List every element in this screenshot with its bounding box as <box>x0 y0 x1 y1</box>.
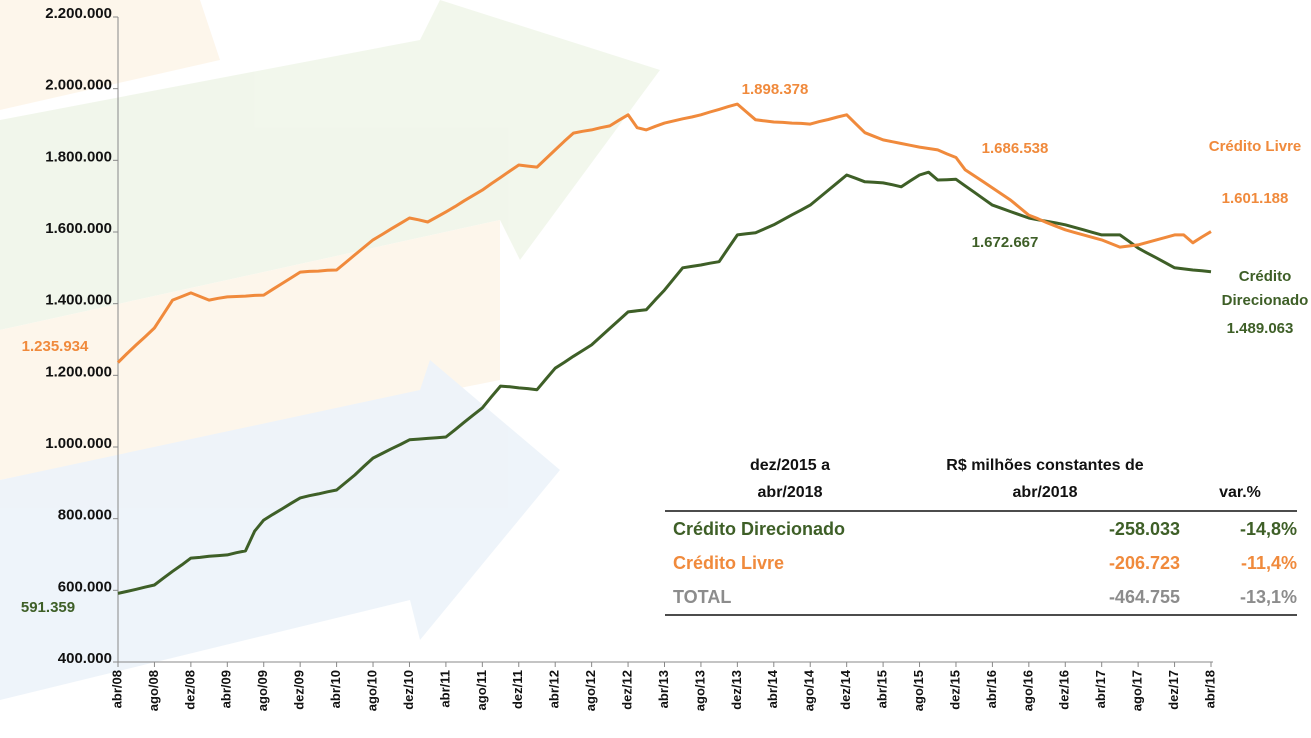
y-tick-label: 1.000.000 <box>45 435 112 452</box>
x-tick-label: ago/17 <box>1130 670 1145 711</box>
y-tick-label: 1.400.000 <box>45 292 112 309</box>
x-tick-label: ago/16 <box>1020 670 1035 711</box>
table-cell: -14,8% <box>1240 519 1297 539</box>
x-tick-label: dez/12 <box>620 670 635 710</box>
x-tick-label: dez/10 <box>401 670 416 710</box>
table-header: var.% <box>1219 484 1261 501</box>
x-tick-label: ago/14 <box>802 669 817 711</box>
table-header: dez/2015 a <box>750 457 830 474</box>
x-tick-label: abr/08 <box>109 670 124 708</box>
table-cell: -464.755 <box>1109 587 1180 607</box>
legend-entry: Crédito Direcionado <box>1221 268 1309 309</box>
annotation: 1.898.378 <box>742 81 809 98</box>
annotation: 1.601.188 <box>1222 190 1289 207</box>
y-tick-label: 1.600.000 <box>45 220 112 237</box>
legend-entry: Crédito Livre <box>1208 138 1302 155</box>
table-header: abr/2018 <box>758 484 823 501</box>
background-arrows <box>0 0 660 700</box>
y-tick-label: 2.000.000 <box>45 77 112 94</box>
table-cell: -258.033 <box>1109 519 1180 539</box>
x-tick-label: ago/15 <box>911 670 926 711</box>
x-tick-label: dez/16 <box>1057 670 1072 710</box>
x-tick-label: abr/17 <box>1093 670 1108 708</box>
table-header: abr/2018 <box>1013 484 1078 501</box>
x-tick-label: abr/09 <box>219 670 234 708</box>
annotation: 1.235.934 <box>22 338 89 355</box>
table-cell: -13,1% <box>1240 587 1297 607</box>
y-tick-label: 1.200.000 <box>45 363 112 380</box>
table-cell: TOTAL <box>673 587 731 607</box>
annotation: 1.489.063 <box>1227 320 1294 337</box>
line-series <box>117 170 1212 595</box>
x-tick-label: abr/11 <box>437 670 452 708</box>
line-series <box>116 102 1212 364</box>
x-tick-label: dez/13 <box>729 670 744 710</box>
y-tick-label: 400.000 <box>58 650 112 667</box>
y-tick-label: 800.000 <box>58 507 112 524</box>
y-tick-label: 1.800.000 <box>45 148 112 165</box>
x-tick-label: abr/12 <box>547 670 562 708</box>
x-tick-label: ago/12 <box>583 670 598 711</box>
y-tick-label: 2.200.000 <box>45 5 112 22</box>
x-tick-label: ago/10 <box>364 670 379 711</box>
x-tick-label: abr/18 <box>1202 670 1217 708</box>
x-tick-label: dez/14 <box>838 669 853 710</box>
x-tick-label: abr/15 <box>875 670 890 708</box>
annotation: 1.672.667 <box>972 234 1039 251</box>
annotation: 1.686.538 <box>982 140 1049 157</box>
annotation: 591.359 <box>21 599 75 616</box>
x-tick-label: abr/13 <box>656 670 671 708</box>
x-tick-label: dez/08 <box>182 670 197 710</box>
y-tick-label: 600.000 <box>58 578 112 595</box>
x-tick-label: dez/09 <box>292 670 307 710</box>
x-tick-label: ago/09 <box>255 670 270 711</box>
x-tick-label: abr/14 <box>765 669 780 708</box>
x-tick-label: ago/13 <box>692 670 707 711</box>
x-tick-label: dez/11 <box>510 670 525 709</box>
table-cell: -11,4% <box>1241 553 1297 573</box>
table-cell: -206.723 <box>1109 553 1180 573</box>
x-tick-label: ago/11 <box>474 670 489 710</box>
table-cell: Crédito Livre <box>673 553 784 573</box>
table-header: R$ milhões constantes de <box>946 457 1143 474</box>
x-tick-label: dez/15 <box>947 670 962 710</box>
x-tick-label: ago/08 <box>146 670 161 711</box>
x-tick-label: dez/17 <box>1166 670 1181 710</box>
x-tick-label: abr/10 <box>328 670 343 708</box>
x-tick-label: abr/16 <box>984 670 999 708</box>
table-cell: Crédito Direcionado <box>673 519 845 539</box>
